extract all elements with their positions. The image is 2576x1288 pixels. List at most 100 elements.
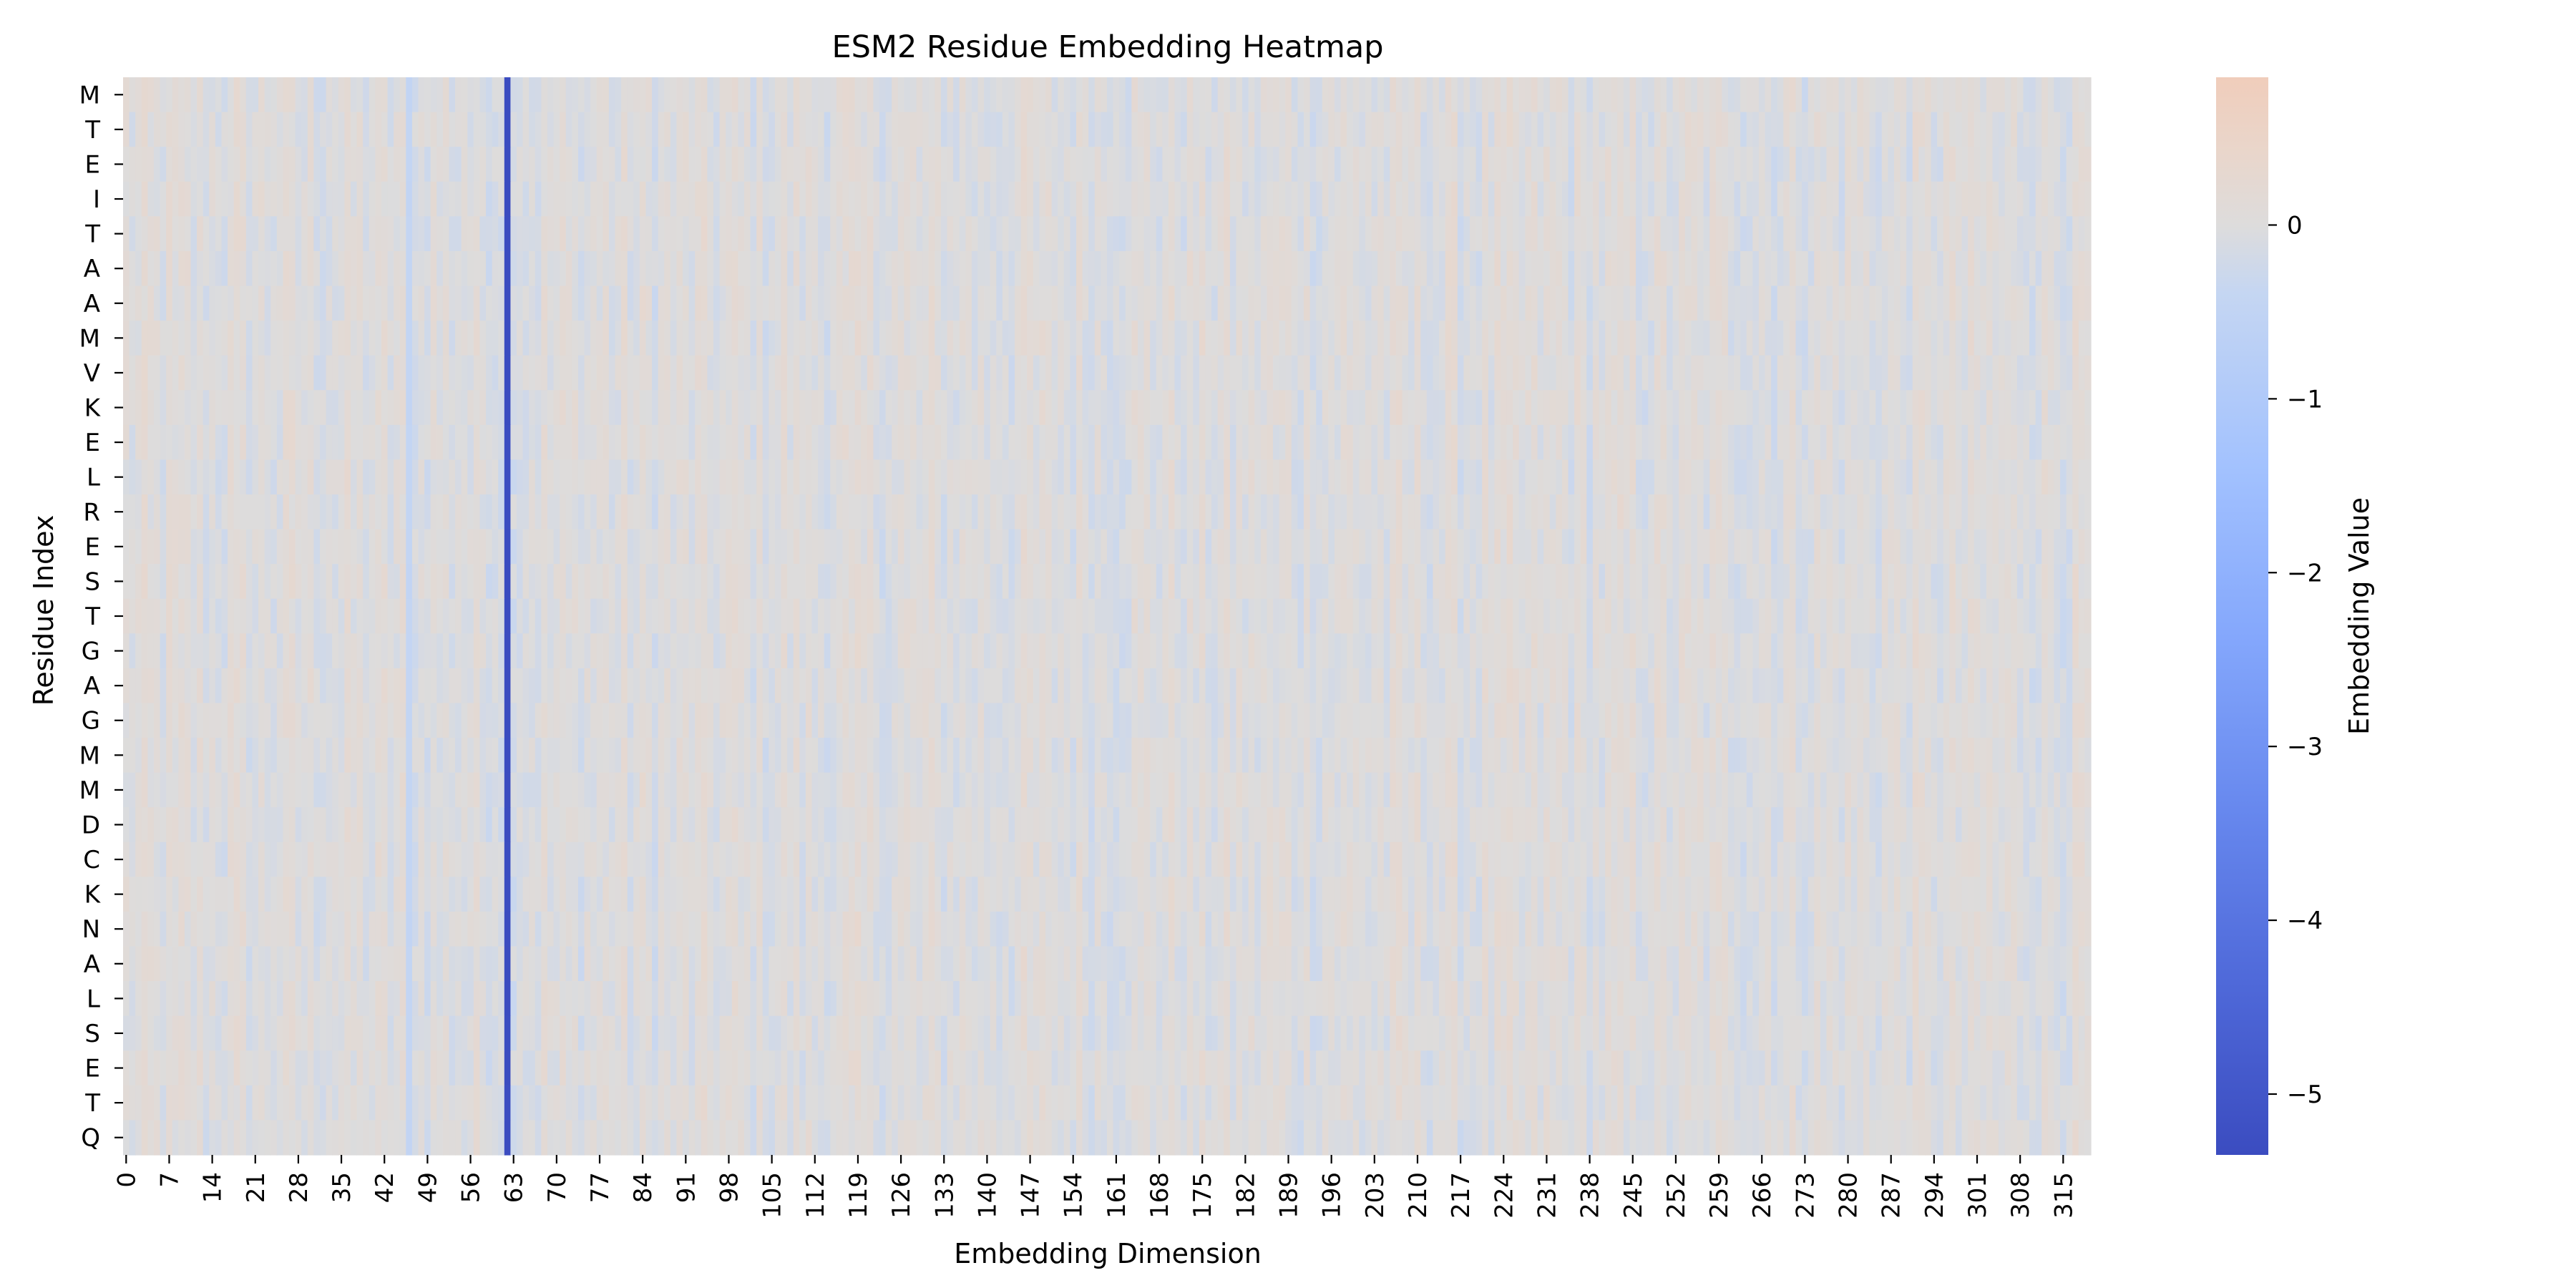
heatmap-cell — [959, 216, 966, 252]
heatmap-cell — [283, 286, 290, 321]
heatmap-cell — [1236, 250, 1243, 287]
heatmap-cell — [1451, 321, 1458, 356]
heatmap-cell — [1752, 77, 1760, 113]
heatmap-cell — [1482, 494, 1489, 530]
heatmap-cell — [1506, 321, 1513, 356]
heatmap-cell — [541, 355, 548, 391]
heatmap-cell — [928, 598, 935, 634]
heatmap-cell — [2035, 181, 2042, 217]
heatmap-cell — [1937, 147, 1944, 182]
heatmap-cell — [2004, 564, 2011, 600]
heatmap-cell — [959, 459, 966, 495]
heatmap-cell — [1193, 112, 1200, 147]
heatmap-cell — [1039, 355, 1046, 391]
heatmap-cell — [1648, 529, 1655, 565]
heatmap-cell — [209, 390, 216, 426]
heatmap-cell — [1285, 529, 1292, 565]
heatmap-cell — [1297, 216, 1304, 252]
heatmap-cell — [424, 355, 431, 391]
heatmap-cell — [793, 598, 800, 634]
heatmap-cell — [1709, 459, 1717, 495]
heatmap-cell — [301, 529, 308, 565]
heatmap-cell — [799, 529, 806, 565]
heatmap-cell — [270, 77, 278, 113]
heatmap-cell — [645, 529, 653, 565]
heatmap-cell — [467, 321, 474, 356]
heatmap-cell — [947, 459, 954, 495]
heatmap-cell — [2066, 564, 2073, 600]
heatmap-cell — [1850, 112, 1858, 147]
heatmap-cell — [1137, 321, 1145, 356]
heatmap-cell — [1242, 564, 1249, 600]
heatmap-cell — [849, 321, 856, 356]
heatmap-cell — [461, 181, 468, 217]
heatmap-cell — [1033, 321, 1040, 356]
heatmap-cell — [2035, 147, 2042, 182]
heatmap-cell — [289, 390, 296, 426]
heatmap-cell — [1617, 424, 1624, 460]
heatmap-cell — [1174, 216, 1181, 252]
heatmap-cell — [1051, 424, 1058, 460]
heatmap-cell — [842, 321, 849, 356]
heatmap-cell — [1986, 459, 1994, 495]
heatmap-cell — [560, 564, 567, 600]
heatmap-cell — [547, 216, 555, 252]
heatmap-cell — [1494, 390, 1501, 426]
heatmap-cell — [1900, 564, 1907, 600]
heatmap-cell — [430, 77, 437, 113]
heatmap-cell — [1974, 181, 1981, 217]
heatmap-cell — [1543, 564, 1551, 600]
heatmap-cell — [1709, 321, 1717, 356]
heatmap-cell — [504, 286, 511, 321]
heatmap-cell — [1076, 321, 1083, 356]
heatmap-cell — [320, 286, 327, 321]
heatmap-cell — [1679, 286, 1686, 321]
heatmap-cell — [633, 564, 640, 600]
heatmap-cell — [2078, 147, 2085, 182]
heatmap-cell — [658, 250, 665, 287]
heatmap-cell — [1242, 424, 1249, 460]
heatmap-cell — [1636, 112, 1643, 147]
heatmap-cell — [1352, 216, 1360, 252]
heatmap-cell — [645, 216, 653, 252]
heatmap-cell — [1629, 529, 1636, 565]
heatmap-cell — [922, 112, 930, 147]
heatmap-cell — [123, 529, 130, 565]
heatmap-cell — [572, 250, 579, 287]
heatmap-cell — [394, 459, 401, 495]
heatmap-cell — [2004, 77, 2011, 113]
heatmap-cell — [935, 321, 942, 356]
heatmap-cell — [1463, 529, 1470, 565]
heatmap-cell — [811, 598, 819, 634]
heatmap-cell — [1334, 321, 1342, 356]
heatmap-cell — [1352, 250, 1360, 287]
heatmap-cell — [867, 147, 874, 182]
heatmap-cell — [1654, 459, 1662, 495]
heatmap-cell — [1316, 355, 1323, 391]
heatmap-cell — [228, 250, 235, 287]
heatmap-cell — [1826, 564, 1833, 600]
heatmap-cell — [1475, 181, 1483, 217]
heatmap-cell — [1063, 321, 1071, 356]
heatmap-cell — [713, 147, 721, 182]
heatmap-cell — [1236, 355, 1243, 391]
heatmap-cell — [399, 181, 406, 217]
heatmap-cell — [1015, 355, 1022, 391]
heatmap-cell — [1285, 494, 1292, 530]
heatmap-cell — [411, 355, 419, 391]
heatmap-cell — [787, 494, 794, 530]
heatmap-cell — [1795, 147, 1802, 182]
heatmap-cell — [1697, 250, 1704, 287]
heatmap-cell — [928, 564, 935, 600]
heatmap-cell — [350, 355, 358, 391]
heatmap-cell — [1063, 598, 1071, 634]
heatmap-cell — [1888, 286, 1895, 321]
heatmap-cell — [719, 147, 726, 182]
heatmap-cell — [129, 564, 136, 600]
heatmap-cell — [1402, 77, 1409, 113]
heatmap-cell — [160, 250, 167, 287]
heatmap-cell — [1525, 355, 1532, 391]
heatmap-cell — [1961, 355, 1968, 391]
heatmap-cell — [406, 216, 413, 252]
heatmap-cell — [129, 390, 136, 426]
